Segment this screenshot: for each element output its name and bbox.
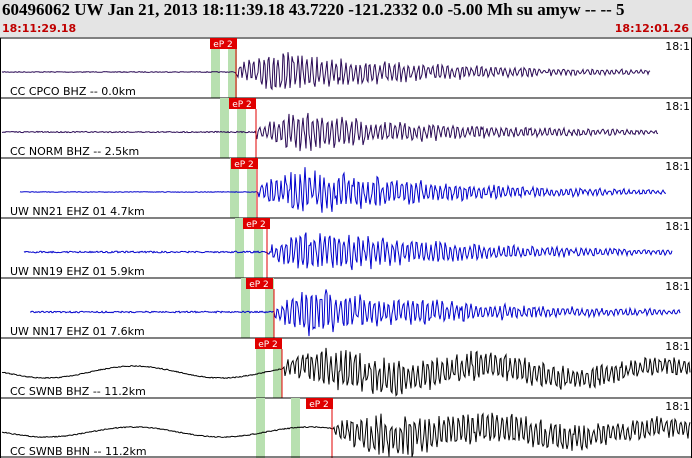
pick-window — [256, 338, 265, 398]
pick-label: eP 2 — [309, 400, 329, 410]
trace-time: 18:1 — [665, 40, 690, 53]
trace-time: 18:1 — [665, 220, 690, 233]
waveform — [30, 289, 681, 337]
header-bar — [0, 0, 692, 37]
start-time: 18:11:29.18 — [2, 22, 76, 35]
pick-window — [247, 158, 256, 218]
pick-window — [230, 158, 239, 218]
pick-flag — [231, 158, 258, 169]
waveform — [1, 112, 659, 152]
trace-label: UW NN19 EHZ 01 5.9km — [10, 265, 145, 278]
pick-window — [273, 338, 282, 398]
trace-label: UW NN21 EHZ 01 4.7km — [10, 205, 145, 218]
waveform — [1, 52, 651, 91]
pick-window — [254, 218, 263, 278]
trace-time: 18:1 — [665, 340, 690, 353]
trace-label: UW NN17 EHZ 01 7.6km — [10, 325, 145, 338]
waveform — [1, 412, 691, 458]
header-title: 60496062 UW Jan 21, 2013 18:11:39.18 43.… — [2, 0, 625, 19]
pick-window — [235, 218, 244, 278]
pick-label: eP 2 — [234, 160, 254, 170]
waveform — [19, 167, 666, 213]
trace-label: CC SWNB BHZ -- 11.2km — [10, 385, 146, 398]
pick-window — [241, 278, 250, 338]
pick-flag — [229, 98, 256, 109]
pick-window — [228, 38, 237, 98]
pick-label: eP 2 — [232, 100, 252, 110]
pick-flag — [306, 398, 333, 409]
pick-flag — [246, 278, 273, 289]
pick-window — [256, 398, 265, 458]
end-time: 18:12:01.26 — [615, 22, 690, 35]
pick-label: eP 2 — [258, 340, 278, 350]
trace-label: CC CPCO BHZ -- 0.0km — [10, 85, 136, 98]
pick-window — [220, 98, 229, 158]
pick-window — [265, 278, 274, 338]
pick-flag — [210, 38, 237, 49]
pick-flag — [255, 338, 282, 349]
trace-label: CC SWNB BHN -- 11.2km — [10, 445, 147, 458]
waveform — [23, 232, 673, 271]
trace-time: 18:1 — [665, 400, 690, 413]
pick-window — [237, 98, 246, 158]
trace-time: 18:1 — [665, 280, 690, 293]
trace-label: CC NORM BHZ -- 2.5km — [10, 145, 139, 158]
pick-flag — [243, 218, 270, 229]
pick-label: eP 2 — [213, 40, 233, 50]
pick-window — [211, 38, 220, 98]
waveform — [1, 347, 691, 397]
pick-label: eP 2 — [246, 220, 266, 230]
trace-time: 18:1 — [665, 100, 690, 113]
trace-time: 18:1 — [665, 160, 690, 173]
pick-label: eP 2 — [249, 280, 269, 290]
